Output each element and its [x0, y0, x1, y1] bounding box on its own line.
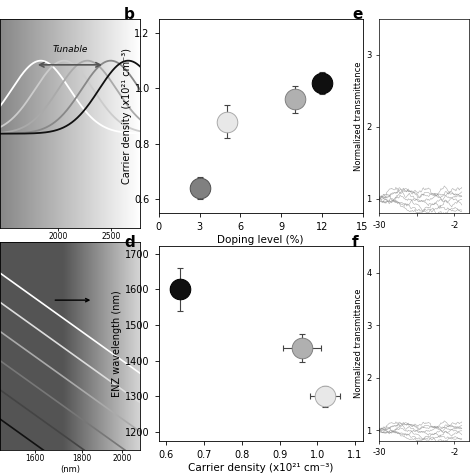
Text: f: f [352, 235, 359, 250]
Y-axis label: ENZ wavelength (nm): ENZ wavelength (nm) [112, 290, 122, 397]
X-axis label: Carrier density (x10²¹ cm⁻³): Carrier density (x10²¹ cm⁻³) [188, 463, 333, 473]
Y-axis label: Carrier density (x10²¹ cm⁻³): Carrier density (x10²¹ cm⁻³) [122, 48, 132, 184]
Y-axis label: Normalized transmittance: Normalized transmittance [355, 289, 364, 399]
Point [223, 118, 230, 126]
Text: d: d [124, 235, 135, 250]
Text: b: b [124, 7, 135, 22]
Y-axis label: Normalized transmittance: Normalized transmittance [355, 61, 364, 171]
Point [318, 79, 326, 87]
Point [176, 285, 183, 293]
X-axis label: (nm): (nm) [60, 465, 80, 474]
Point [321, 392, 328, 400]
X-axis label: (nm): (nm) [60, 242, 80, 251]
Text: e: e [352, 7, 363, 22]
Text: Tunable: Tunable [52, 46, 88, 55]
Point [299, 344, 306, 352]
Point [196, 184, 203, 192]
Point [291, 96, 299, 103]
X-axis label: Doping level (%): Doping level (%) [218, 235, 304, 245]
